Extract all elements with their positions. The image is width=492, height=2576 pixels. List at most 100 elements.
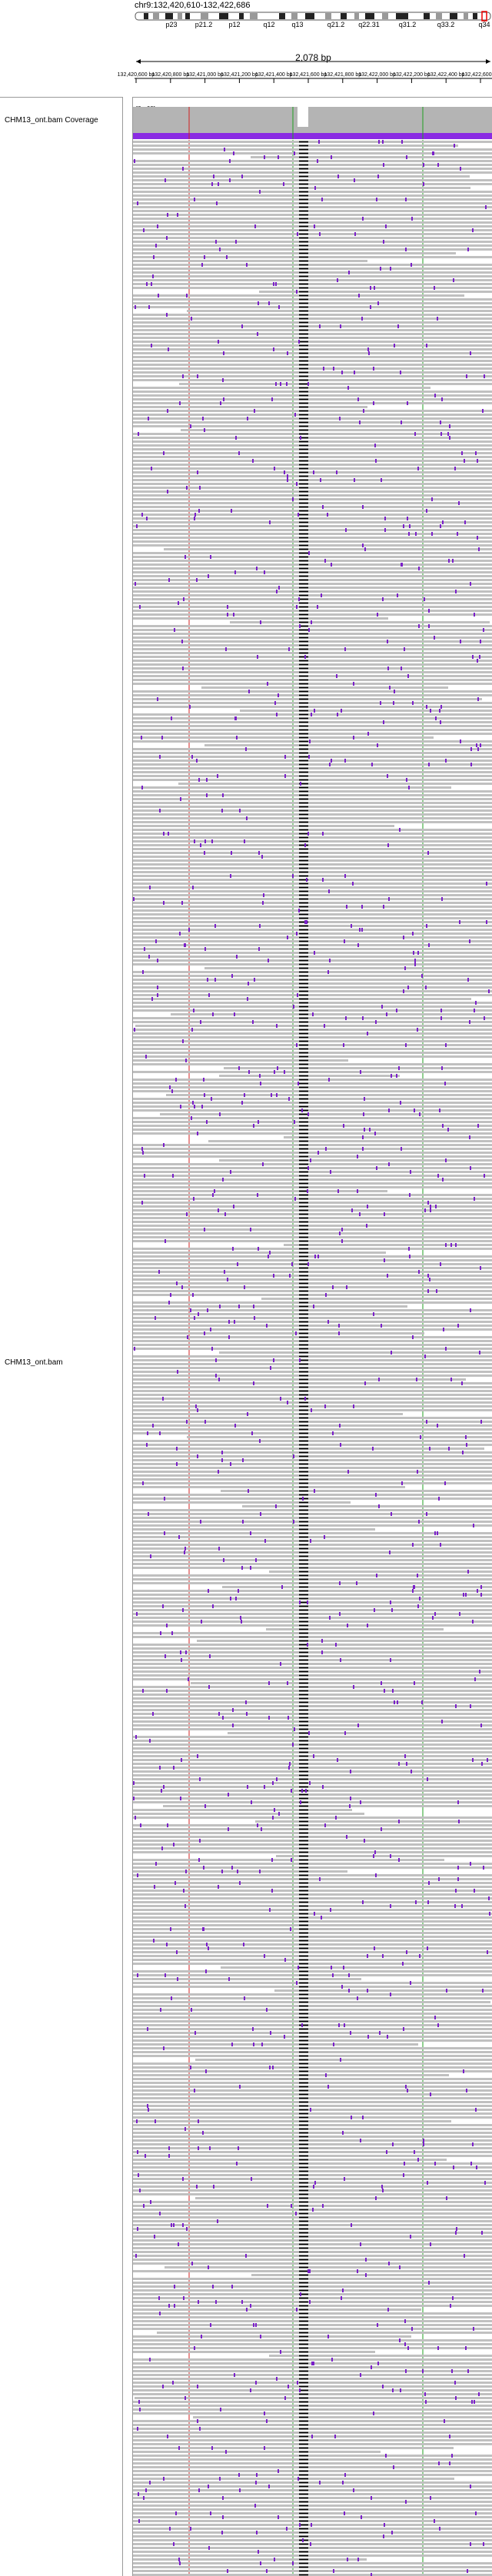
read[interactable]	[133, 440, 492, 443]
read[interactable]	[133, 944, 492, 946]
read[interactable]	[133, 183, 492, 185]
read[interactable]	[133, 1148, 492, 1150]
read[interactable]	[133, 2013, 492, 2015]
read[interactable]	[133, 398, 492, 401]
read[interactable]	[133, 2028, 492, 2030]
read[interactable]	[133, 1605, 492, 1607]
read[interactable]	[133, 1275, 492, 1277]
read[interactable]	[133, 1532, 492, 1534]
read[interactable]	[133, 2001, 490, 2003]
read[interactable]	[133, 464, 492, 466]
read[interactable]	[133, 1982, 492, 1984]
read[interactable]	[133, 1328, 492, 1331]
read[interactable]	[133, 2312, 492, 2315]
read[interactable]	[133, 1559, 492, 1561]
read[interactable]	[133, 1451, 492, 1454]
read[interactable]	[133, 948, 492, 950]
read[interactable]	[133, 1086, 492, 1089]
read[interactable]	[133, 2128, 492, 2130]
read[interactable]	[133, 1690, 492, 1692]
read[interactable]	[133, 571, 492, 573]
read[interactable]	[133, 1913, 492, 1915]
read[interactable]	[133, 1890, 492, 1892]
read[interactable]	[133, 264, 492, 266]
read[interactable]	[133, 1594, 492, 1596]
read[interactable]	[133, 713, 492, 716]
read[interactable]	[133, 1382, 492, 1384]
read[interactable]	[133, 2493, 492, 2495]
read[interactable]	[133, 2524, 492, 2526]
panel-divider[interactable]	[123, 97, 132, 2576]
read[interactable]	[133, 1221, 492, 1223]
read[interactable]	[133, 1044, 492, 1046]
read[interactable]	[133, 1813, 364, 1815]
read[interactable]	[133, 1052, 492, 1054]
read[interactable]	[133, 1494, 492, 1496]
read[interactable]	[133, 1713, 492, 1715]
read[interactable]	[133, 1959, 492, 1961]
read[interactable]	[133, 1363, 492, 1365]
read[interactable]	[133, 2251, 492, 2253]
read[interactable]	[133, 487, 492, 489]
read[interactable]	[133, 2443, 492, 2445]
read[interactable]	[133, 241, 492, 243]
read[interactable]	[133, 1271, 492, 1273]
read[interactable]	[133, 552, 492, 554]
read[interactable]	[133, 1613, 492, 1615]
read[interactable]	[133, 194, 492, 197]
read[interactable]	[133, 629, 492, 631]
read[interactable]	[133, 1178, 492, 1181]
read[interactable]	[133, 1236, 492, 1238]
read[interactable]	[133, 171, 492, 174]
read[interactable]	[284, 1244, 492, 1246]
chromosome-ideogram[interactable]	[135, 11, 492, 23]
read[interactable]	[133, 364, 492, 366]
read[interactable]	[133, 2047, 492, 2049]
read[interactable]	[133, 1209, 492, 1212]
read[interactable]	[133, 206, 492, 208]
read[interactable]	[133, 1117, 492, 1119]
read[interactable]	[163, 1805, 492, 1807]
read[interactable]	[133, 1670, 492, 1673]
read[interactable]	[240, 710, 492, 712]
read[interactable]	[133, 567, 492, 570]
read[interactable]	[133, 1301, 492, 1304]
read[interactable]	[133, 2574, 492, 2576]
read[interactable]	[133, 2516, 492, 2518]
read[interactable]	[133, 1582, 492, 1584]
read[interactable]	[133, 1251, 386, 1254]
read[interactable]	[133, 1313, 492, 1315]
read[interactable]	[133, 198, 492, 201]
read[interactable]	[195, 2059, 492, 2061]
read[interactable]	[133, 2451, 381, 2453]
read[interactable]	[133, 2112, 492, 2115]
read[interactable]	[133, 1040, 492, 1042]
read[interactable]	[133, 871, 492, 873]
read[interactable]	[133, 1859, 444, 1861]
read[interactable]	[133, 986, 492, 989]
read[interactable]	[193, 2416, 492, 2418]
read[interactable]	[269, 1571, 492, 1573]
read[interactable]	[133, 2505, 492, 2507]
read[interactable]	[133, 1647, 492, 1650]
read[interactable]	[133, 1405, 492, 1408]
read[interactable]	[133, 298, 492, 301]
read[interactable]	[133, 756, 492, 758]
read[interactable]	[133, 1947, 492, 1949]
read[interactable]	[133, 421, 492, 424]
read[interactable]	[133, 1701, 492, 1703]
read[interactable]	[261, 1298, 492, 1300]
read[interactable]	[133, 533, 492, 535]
read[interactable]	[133, 1152, 492, 1154]
read[interactable]	[133, 859, 492, 862]
read[interactable]	[133, 1866, 492, 1869]
read[interactable]	[133, 1755, 492, 1757]
read[interactable]	[133, 1202, 492, 1204]
read[interactable]	[133, 2501, 492, 2503]
read[interactable]	[133, 2120, 451, 2122]
read[interactable]	[133, 798, 492, 800]
read[interactable]	[133, 667, 492, 670]
read[interactable]	[133, 1651, 492, 1654]
read[interactable]	[133, 2401, 492, 2403]
read[interactable]	[133, 1555, 492, 1557]
